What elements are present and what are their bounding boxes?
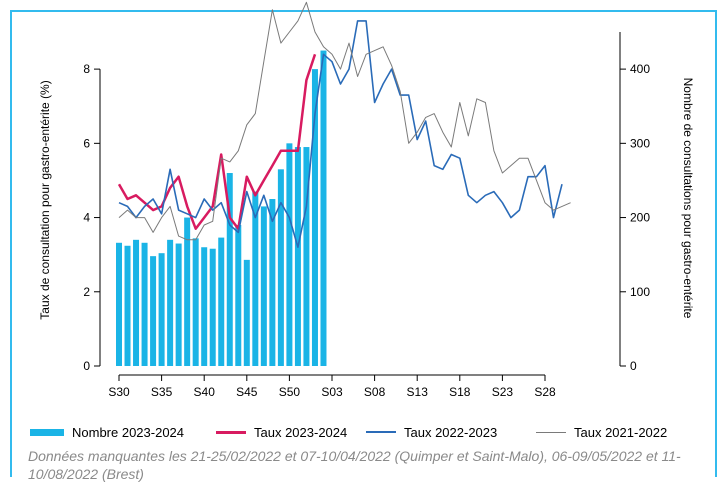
bar — [124, 245, 131, 366]
x-tick-label: S40 — [194, 385, 216, 399]
bar — [294, 147, 301, 366]
x-tick-label: S28 — [534, 385, 556, 399]
missing-data-note: Données manquantes les 21-25/02/2022 et … — [28, 448, 681, 482]
y-tick-label-right: 300 — [630, 136, 650, 150]
bar — [158, 253, 165, 366]
x-tick-label: S50 — [279, 385, 301, 399]
line-series — [117, 53, 317, 230]
y-tick-label-left: 6 — [83, 136, 90, 150]
bar — [116, 242, 122, 366]
axes-layer: 0 2 4 6 8 0 100 200 300 400 S30 S35 S40 S45 S50 S03 S08 S… — [83, 32, 650, 399]
bar — [320, 50, 327, 367]
y-tick-label-right: 400 — [630, 62, 650, 76]
bar — [218, 237, 225, 366]
bar — [243, 259, 250, 366]
legend-label: Taux 2023-2024 — [254, 424, 348, 440]
y-tick-label-right: 0 — [630, 359, 637, 373]
bar — [192, 238, 199, 366]
bar — [184, 217, 191, 366]
bar — [209, 248, 216, 366]
bar — [150, 256, 157, 366]
bar — [303, 147, 310, 366]
bar — [260, 206, 267, 366]
legend-item-taux-2022-2023: Taux 2022-2023 — [366, 423, 497, 441]
y-tick-label-left: 0 — [83, 359, 90, 373]
legend-item-taux-2021-2022: Taux 2021-2022 — [536, 423, 667, 441]
bar — [277, 169, 284, 366]
x-tick-label: S03 — [321, 385, 343, 399]
legend-item-taux-2023-2024: Taux 2023-2024 — [216, 423, 347, 441]
y-tick-label-right: 100 — [630, 285, 650, 299]
bar — [226, 173, 233, 366]
legend-label: Taux 2022-2023 — [404, 424, 498, 440]
x-tick-label: S13 — [407, 385, 429, 399]
legend-swatch-line — [216, 430, 246, 434]
bar — [167, 239, 174, 366]
bar — [235, 224, 242, 366]
x-tick-label: S30 — [108, 385, 130, 399]
bar — [133, 239, 140, 366]
legend-label: Taux 2021-2022 — [574, 424, 668, 440]
bar — [141, 242, 148, 366]
x-tick-label: S23 — [492, 385, 514, 399]
bars-layer — [116, 50, 327, 367]
bar — [311, 69, 318, 366]
chart-legend: Nombre 2023-2024 Taux 2023-2024 Taux 202… — [30, 423, 710, 443]
y-axis-right-label: Nombre de consultations pour gastro-enté… — [681, 77, 695, 319]
bar — [269, 199, 276, 366]
bar — [175, 243, 182, 366]
x-tick-label: S35 — [151, 385, 173, 399]
bar — [252, 191, 259, 366]
y-tick-label-right: 200 — [630, 211, 650, 225]
lines-layer — [117, 1, 571, 248]
legend-label: Nombre 2023-2024 — [72, 424, 185, 440]
y-tick-label-left: 2 — [83, 285, 90, 299]
legend-swatch-bar — [30, 428, 64, 436]
y-axis-left-label: Taux de consultation pour gastro-entérit… — [38, 80, 52, 320]
bar — [201, 247, 208, 366]
x-tick-label: S18 — [449, 385, 471, 399]
x-tick-label: S45 — [236, 385, 258, 399]
legend-swatch-line — [536, 431, 566, 433]
x-tick-label: S08 — [364, 385, 386, 399]
bar — [286, 143, 293, 366]
y-tick-label-left: 8 — [83, 62, 90, 76]
line-series — [118, 1, 571, 241]
y-tick-label-left: 4 — [83, 211, 90, 225]
legend-item-nombre-2023-2024: Nombre 2023-2024 — [30, 423, 184, 441]
chart-frame — [10, 10, 717, 477]
line-series — [118, 20, 563, 248]
legend-swatch-line — [366, 431, 396, 433]
